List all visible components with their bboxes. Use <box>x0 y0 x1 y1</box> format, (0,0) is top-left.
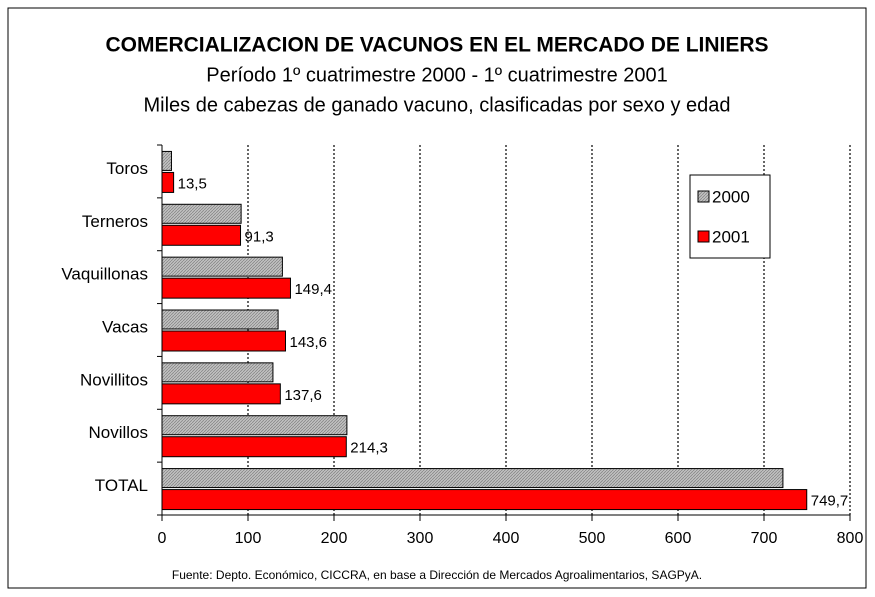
legend-label: 2000 <box>712 187 750 206</box>
bar <box>161 277 291 299</box>
bar <box>161 256 283 277</box>
chart-subtitle: Período 1º cuatrimestre 2000 - 1º cuatri… <box>206 64 668 86</box>
legend-label: 2001 <box>712 227 750 246</box>
bar <box>161 489 808 511</box>
bar <box>161 415 348 436</box>
bar <box>161 224 242 246</box>
source-note: Fuente: Depto. Económico, CICCRA, en bas… <box>172 568 702 582</box>
bar <box>161 383 281 405</box>
legend-swatch <box>697 230 710 243</box>
x-tick-label: 400 <box>493 530 520 547</box>
y-tick-label: Vaquillonas <box>61 265 148 284</box>
bar <box>161 150 172 171</box>
bar <box>161 171 175 193</box>
data-label: 149,4 <box>294 281 332 298</box>
bar <box>161 468 784 489</box>
bar <box>161 362 274 383</box>
chart-title: COMERCIALIZACION DE VACUNOS EN EL MERCAD… <box>105 34 768 57</box>
y-tick-label: Toros <box>106 159 148 178</box>
x-tick-label: 200 <box>321 530 348 547</box>
y-tick-label: Novillos <box>88 423 148 442</box>
x-tick-label: 300 <box>407 530 434 547</box>
x-tick-label: 600 <box>665 530 692 547</box>
x-tick-label: 800 <box>837 530 864 547</box>
chart-subtitle: Miles de cabezas de ganado vacuno, clasi… <box>143 94 730 116</box>
legend-box <box>689 174 771 259</box>
x-tick-label: 700 <box>751 530 778 547</box>
data-label: 143,6 <box>289 334 327 351</box>
data-label: 13,5 <box>178 175 207 192</box>
x-tick-label: 500 <box>579 530 606 547</box>
y-tick-label: Vacas <box>102 317 148 336</box>
legend-swatch <box>697 190 710 203</box>
y-tick-label: Terneros <box>82 212 148 231</box>
data-label: 749,7 <box>811 493 849 510</box>
x-tick-label: 0 <box>158 530 167 547</box>
bar <box>161 330 286 352</box>
data-label: 91,3 <box>245 228 274 245</box>
y-tick-label: Novillitos <box>80 370 148 389</box>
data-label: 214,3 <box>350 440 388 457</box>
bar <box>161 309 279 330</box>
data-label: 137,6 <box>284 387 322 404</box>
bar <box>161 203 242 224</box>
y-tick-label: TOTAL <box>95 476 148 495</box>
bar <box>161 436 347 458</box>
x-tick-label: 100 <box>235 530 262 547</box>
